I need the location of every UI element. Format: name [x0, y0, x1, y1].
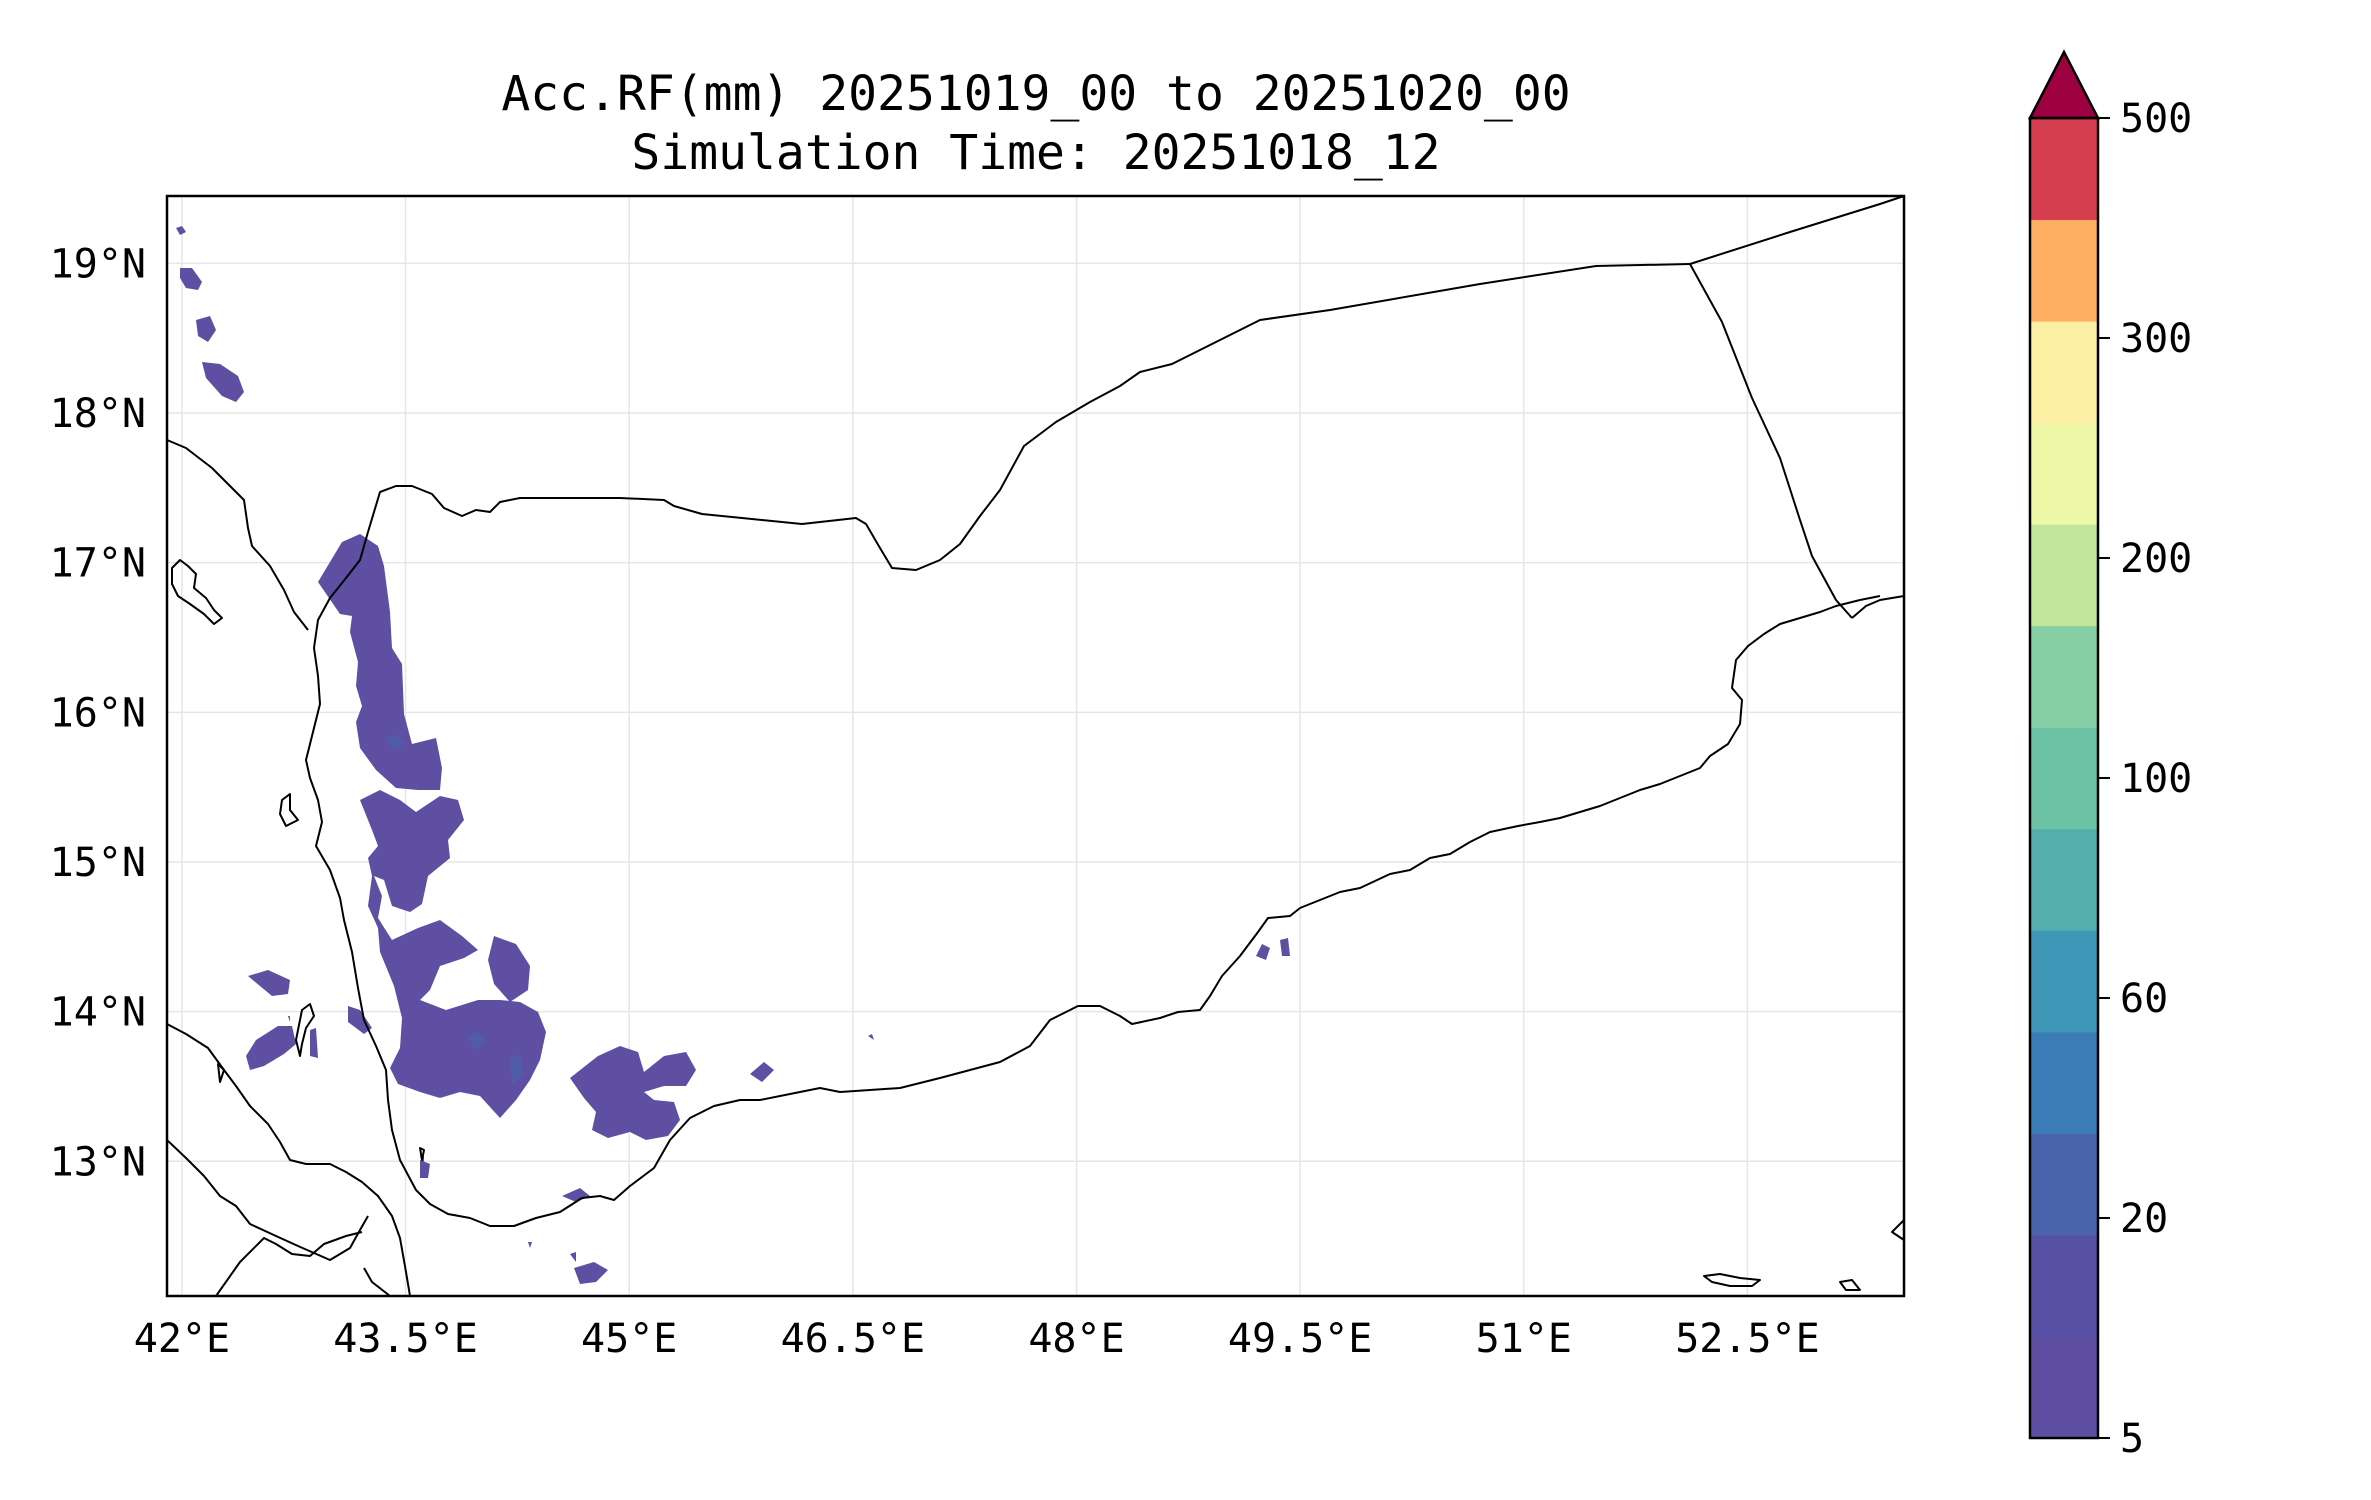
colorbar-segment [2030, 1336, 2098, 1439]
rainfall-patches [176, 226, 1290, 1284]
colorbar-segment [2030, 1133, 2098, 1236]
lat-tick-label: 14°N [50, 990, 146, 1036]
rain-patch-west-1 [248, 970, 290, 996]
rain-patch-west-2 [246, 1026, 296, 1070]
colorbar-segment [2030, 1234, 2098, 1337]
rain-patch-small-3 [562, 1188, 590, 1202]
africa-coast-3 [363, 1267, 391, 1297]
rain-patch-north-4 [202, 362, 244, 402]
west-island-2 [279, 793, 299, 827]
lon-tick-label: 52.5°E [1675, 1316, 1820, 1362]
saudi-oman-border [1689, 195, 1905, 265]
rain-patch-north-1 [176, 226, 186, 235]
africa-coast-2 [166, 1139, 369, 1261]
djibouti-border [215, 1231, 363, 1297]
lat-tick-label: 18°N [50, 391, 146, 437]
rain-patch-main-north [318, 534, 442, 790]
oman-coast [1851, 595, 1905, 619]
colorbar-tick-label: 300 [2120, 316, 2192, 362]
map-gridlines [167, 196, 1904, 1296]
colorbar-tick-label: 20 [2120, 1196, 2168, 1242]
rain-patch-south-blob [570, 1046, 696, 1140]
lon-tick-label: 45°E [581, 1316, 677, 1362]
colorbar-segment [2030, 321, 2098, 424]
east-island-1 [1703, 1273, 1761, 1287]
lat-tick-label: 19°N [50, 241, 146, 287]
rain-patch-west-3 [348, 1006, 372, 1034]
lat-tick-label: 16°N [50, 690, 146, 736]
rain-patch-coast-2 [868, 1034, 874, 1040]
lat-tick-label: 15°N [50, 840, 146, 886]
lon-tick-label: 42°E [134, 1316, 230, 1362]
colorbar-tick-label: 100 [2120, 756, 2192, 802]
rain-patch-west-4 [310, 1028, 318, 1058]
colorbar-tick-label: 500 [2120, 96, 2192, 142]
lon-tick-label: 51°E [1476, 1316, 1572, 1362]
rain-patch-north-3 [196, 316, 216, 342]
west-coast-africa [166, 439, 309, 631]
colorbar-segment [2030, 625, 2098, 728]
east-island-2 [1839, 1279, 1861, 1291]
rain-patch-small-7 [288, 1016, 290, 1022]
east-island-3 [1891, 1219, 1905, 1241]
map-title-line1: Acc.RF(mm) 20251019_00 to 20251020_00 [501, 66, 1570, 122]
rain-patch-main-center [360, 790, 546, 1118]
colorbar-tick-label: 200 [2120, 536, 2192, 582]
longitude-ticks: 42°E 43.5°E 45°E 46.5°E 48°E 49.5°E 51°E 52.5°E [134, 1316, 1820, 1362]
yemen-island-1 [419, 1147, 425, 1161]
rain-patch-north-2 [180, 268, 202, 290]
colorbar-tick-label: 60 [2120, 976, 2168, 1022]
saudi-yemen-border [367, 263, 1691, 571]
lat-tick-label: 17°N [50, 541, 146, 587]
coastlines-and-borders [166, 195, 1905, 1297]
red-sea-east-coast [305, 531, 1881, 1227]
colorbar-segment [2030, 828, 2098, 931]
colorbar-segment [2030, 930, 2098, 1033]
west-island-1 [171, 559, 223, 625]
yemen-oman-border [1689, 263, 1853, 619]
colorbar-extend-arrow [2027, 49, 2101, 120]
rain-patch-small-6 [528, 1242, 532, 1248]
colorbar-segment [2030, 422, 2098, 525]
rain-patch-east-blob [488, 936, 530, 1002]
lat-tick-label: 13°N [50, 1139, 146, 1185]
rain-patch-small-5 [570, 1252, 576, 1262]
africa-coast-1 [166, 1023, 411, 1297]
lon-tick-label: 49.5°E [1228, 1316, 1373, 1362]
lon-tick-label: 46.5°E [781, 1316, 926, 1362]
colorbar-segment [2030, 1031, 2098, 1134]
rain-patch-small-1 [420, 1160, 430, 1178]
rain-patch-small-9 [1280, 938, 1290, 956]
colorbar-segment [2030, 219, 2098, 322]
colorbar-segment [2030, 727, 2098, 830]
west-island-3 [295, 1003, 315, 1057]
rain-patch-coast-1 [750, 1062, 774, 1082]
lon-tick-label: 48°E [1028, 1316, 1124, 1362]
colorbar: 500 300 200 100 60 20 5 [2027, 49, 2192, 1462]
map-axes-frame [165, 194, 1906, 1298]
map-title-line2: Simulation Time: 20251018_12 [631, 125, 1440, 181]
west-island-4 [217, 1063, 225, 1083]
lon-tick-label: 43.5°E [333, 1316, 478, 1362]
colorbar-segment [2030, 524, 2098, 627]
rain-patch-small-4 [574, 1262, 608, 1284]
colorbar-tick-label: 5 [2120, 1416, 2144, 1462]
colorbar-segment [2030, 118, 2098, 221]
latitude-ticks: 19°N 18°N 17°N 16°N 15°N 14°N 13°N [50, 241, 146, 1185]
rain-patch-small-8 [1256, 944, 1270, 960]
rainfall-highlights [386, 734, 524, 1084]
